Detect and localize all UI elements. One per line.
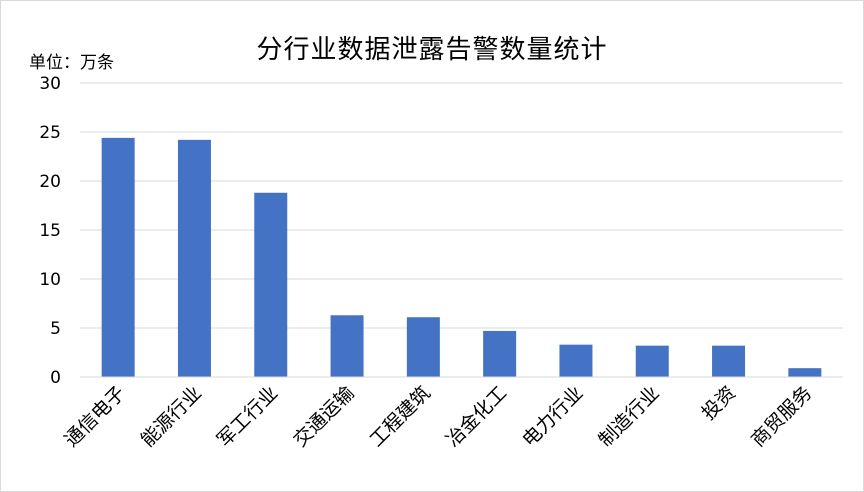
y-tick-label: 10 bbox=[39, 270, 61, 290]
unit-label: 单位：万条 bbox=[29, 53, 114, 73]
bar-8 bbox=[635, 345, 669, 377]
x-tick-label: 冶金化工 bbox=[442, 382, 511, 451]
y-tick-label: 20 bbox=[39, 172, 61, 192]
y-tick-label: 30 bbox=[39, 74, 61, 94]
x-tick-label: 通信电子 bbox=[60, 382, 129, 451]
y-tick-label: 0 bbox=[50, 368, 61, 388]
x-tick-label: 制造行业 bbox=[594, 382, 663, 451]
x-tick-label: 军工行业 bbox=[213, 382, 282, 451]
x-tick-label: 交通运输 bbox=[289, 382, 358, 451]
bar-5 bbox=[406, 317, 440, 377]
bar-1 bbox=[101, 137, 135, 377]
chart-title: 分行业数据泄露告警数量统计 bbox=[256, 35, 608, 65]
bar-3 bbox=[254, 192, 288, 377]
x-tick-label: 工程建筑 bbox=[366, 382, 435, 451]
y-tick-label: 15 bbox=[39, 221, 61, 241]
bar-9 bbox=[712, 345, 746, 377]
x-tick-label: 电力行业 bbox=[518, 382, 587, 451]
bar-4 bbox=[330, 315, 364, 377]
bar-6 bbox=[483, 330, 517, 377]
x-tick-label: 投资 bbox=[698, 382, 740, 424]
bar-10 bbox=[788, 368, 822, 377]
x-tick-label: 商贸服务 bbox=[747, 382, 816, 451]
x-tick-label: 能源行业 bbox=[137, 382, 206, 451]
y-tick-label: 25 bbox=[39, 123, 61, 143]
bar-7 bbox=[559, 344, 593, 377]
bar-2 bbox=[177, 139, 211, 377]
y-tick-label: 5 bbox=[50, 319, 61, 339]
